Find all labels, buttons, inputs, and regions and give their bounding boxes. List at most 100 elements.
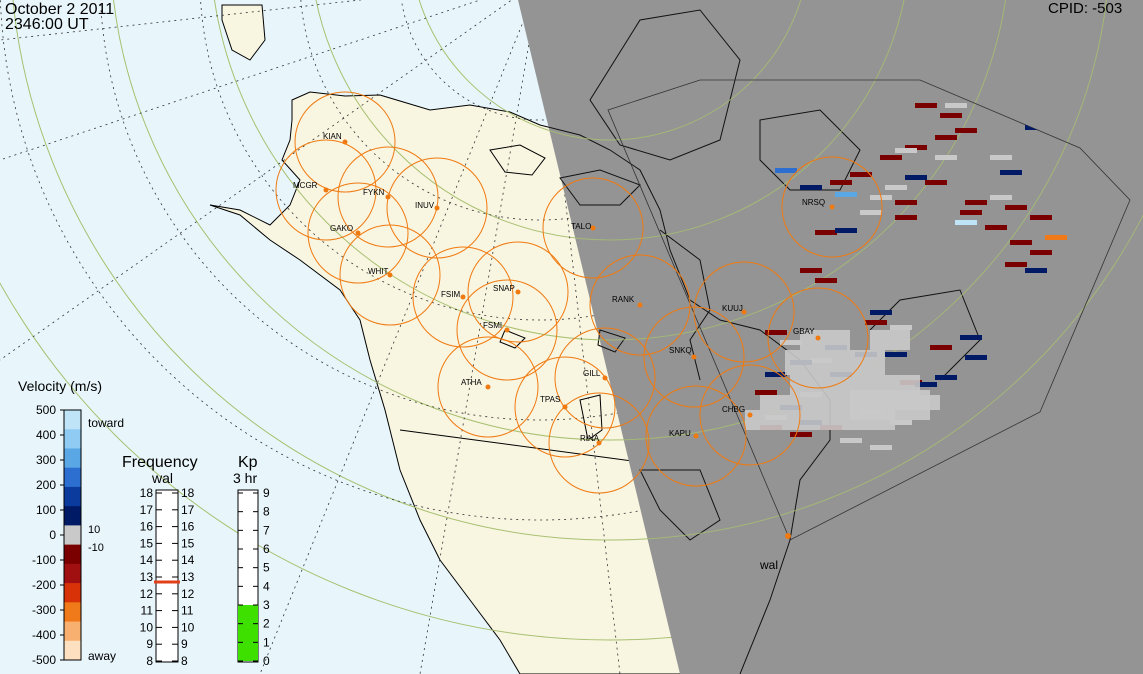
velocity-tick-label: 400 (36, 428, 56, 442)
frequency-tick-left: 10 (140, 620, 154, 634)
velocity-vector (1005, 205, 1027, 210)
velocity-color-segment (64, 467, 81, 488)
velocity-vector (895, 215, 917, 220)
velocity-color-segment (64, 640, 81, 661)
station-marker (460, 294, 466, 300)
station-label: CHBG (722, 405, 745, 414)
frequency-tick-right: 8 (181, 654, 188, 668)
station-fov-circle (645, 385, 747, 487)
station-fov-circle (467, 241, 569, 343)
velocity-tick-label: -100 (32, 553, 56, 567)
kp-tick-label: 0 (263, 654, 270, 668)
velocity-vector (960, 335, 982, 340)
velocity-vector (885, 185, 907, 190)
station-label: FSMI (483, 321, 502, 330)
frequency-tick-right: 9 (181, 637, 188, 651)
frequency-tick-right: 13 (181, 570, 195, 584)
velocity-vector (800, 268, 822, 273)
velocity-vector (915, 382, 937, 387)
kp-tick-label: 8 (263, 505, 270, 519)
station-fov-circle (456, 279, 558, 381)
station-marker (387, 272, 393, 278)
station-label: RANK (612, 295, 635, 304)
velocity-tick-label: 500 (36, 403, 56, 417)
station-label: KIAN (323, 132, 342, 141)
ground-scatter (800, 330, 850, 350)
velocity-vector (895, 148, 917, 153)
kp-level-fill (238, 605, 258, 661)
velocity-vectors (745, 103, 1067, 450)
station-marker (355, 230, 361, 236)
station-marker (485, 384, 491, 390)
station-fov-circle (589, 254, 691, 356)
velocity-legend-title: Velocity (m/s) (18, 378, 102, 394)
frequency-tick-right: 11 (181, 604, 194, 618)
frequency-tick-left: 12 (140, 587, 154, 601)
velocity-range-pos: 10 (88, 524, 100, 536)
velocity-vector (930, 345, 952, 350)
frequency-tick-left: 15 (140, 536, 154, 550)
station-fov-circle (554, 327, 656, 429)
velocity-color-segment (64, 583, 81, 603)
radar-site-marker (785, 533, 791, 539)
velocity-color-segment (64, 525, 81, 546)
station-marker (691, 354, 697, 360)
velocity-tick-label: 100 (36, 503, 56, 517)
frequency-tick-right: 18 (181, 486, 195, 500)
velocity-color-segment (64, 410, 81, 430)
velocity-vector (1045, 235, 1067, 240)
kp-tick-label: 9 (263, 486, 270, 500)
velocity-vector (955, 128, 977, 133)
kp-tick-label: 3 (263, 598, 270, 612)
velocity-vector (905, 145, 927, 150)
station-label: GAKO (330, 224, 353, 233)
station-label: INUV (415, 201, 435, 210)
velocity-vector (1005, 262, 1027, 267)
kp-tick-label: 2 (263, 617, 270, 631)
frequency-tick-left: 14 (140, 553, 154, 567)
station-label: GILL (583, 369, 601, 378)
station-marker (693, 433, 699, 439)
velocity-tick-label: 200 (36, 478, 56, 492)
velocity-vector (940, 113, 962, 118)
station-fov-circle (781, 156, 883, 258)
velocity-color-segment (64, 563, 81, 584)
velocity-vector (935, 155, 957, 160)
station-fov-circle (412, 246, 514, 348)
station-marker (829, 204, 835, 210)
velocity-vector (1010, 240, 1032, 245)
velocity-vector (780, 340, 802, 345)
station-fov-circle (514, 356, 616, 458)
stations-layer: KIAN MCGR FYKN INUV GAKO WHIT FSIM SNAP FSMI TALO… (275, 91, 883, 494)
station-marker (590, 225, 596, 231)
kp-tick-label: 1 (263, 635, 270, 649)
station-marker (515, 289, 521, 295)
velocity-vector (840, 438, 862, 443)
station-fov-circle (294, 91, 396, 193)
velocity-vector (945, 103, 967, 108)
frequency-tick-right: 10 (181, 620, 195, 634)
frequency-tick-left: 16 (140, 520, 154, 534)
velocity-vector (895, 200, 917, 205)
station-fov-circle (767, 287, 869, 389)
velocity-vector (775, 168, 797, 173)
frequency-tick-right: 16 (181, 520, 195, 534)
frequency-tick-right: 12 (181, 587, 195, 601)
velocity-vector (870, 310, 892, 315)
date-label: October 2 2011 (5, 1, 115, 18)
station-fov-circle (699, 364, 801, 466)
station-label: WHIT (368, 267, 389, 276)
station-label: RINA (580, 434, 600, 443)
velocity-vector (965, 355, 987, 360)
velocity-tick-label: 0 (49, 528, 56, 542)
velocity-vector (935, 375, 957, 380)
frequency-tick-right: 14 (181, 553, 195, 567)
station-fov-circle (307, 182, 409, 284)
velocity-vector (905, 175, 927, 180)
station-marker (434, 205, 440, 211)
velocity-vector (815, 278, 837, 283)
station-marker (747, 412, 753, 418)
velocity-vector (890, 325, 912, 330)
velocity-vector (1000, 170, 1022, 175)
